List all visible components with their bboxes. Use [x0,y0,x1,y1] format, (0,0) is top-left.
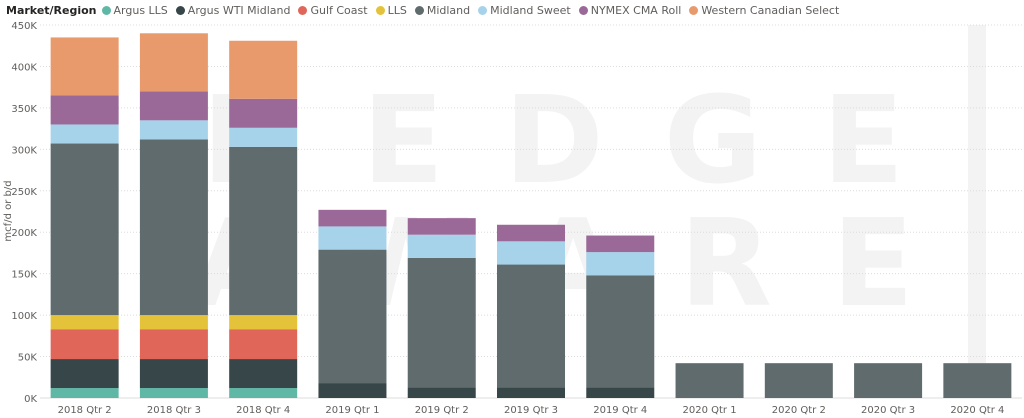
legend-item[interactable]: Midland [414,3,471,17]
bar-segment [497,387,565,398]
bar-segment [407,218,476,235]
bar-segment [229,146,298,316]
legend-label: Midland [426,3,471,17]
y-tick-label: 100K [11,311,37,322]
bar-segment [50,143,119,316]
bar-segment [764,363,833,398]
bar-segment [497,241,565,265]
watermark-text: AWARE [192,195,974,334]
legend-item[interactable]: Gulf Coast [298,3,368,17]
legend-title: Market/Region [6,3,97,17]
bar-segment [943,363,1012,398]
y-tick-label: 0K [24,394,37,405]
bar-segment [139,388,208,398]
bar-segment [139,33,208,92]
bar-segment [586,252,655,276]
bar-segment [229,127,298,147]
bar-segment [139,329,208,360]
bar-segment [407,257,476,388]
x-tick-label: 2018 Qtr 2 [58,405,112,416]
x-tick-label: 2019 Qtr 4 [593,405,647,416]
x-tick-label: 2020 Qtr 1 [683,405,737,416]
bar-segment [586,387,655,398]
legend-label: Gulf Coast [310,3,368,17]
bar-segment [229,329,298,360]
y-tick-label: 50K [18,353,38,364]
y-tick-label: 150K [11,270,37,281]
legend-swatch [175,5,185,15]
legend-item[interactable]: Argus LLS [101,3,168,17]
y-tick-label: 400K [11,62,37,73]
bar-segment [229,388,298,398]
bar-segment [139,91,208,121]
bar-segment [229,359,298,389]
bar-segment [50,315,119,330]
bar-segment [675,363,744,398]
legend: Market/Region Argus LLS Argus WTI Midland… [6,2,847,18]
y-tick-label: 350K [11,104,37,115]
x-tick-label: 2019 Qtr 3 [504,405,558,416]
bar-segment [854,363,923,398]
bar-segment [50,388,119,398]
bar-segment [318,209,387,227]
x-tick-label: 2020 Qtr 4 [950,405,1004,416]
legend-swatch [414,5,424,15]
legend-label: Midland Sweet [490,3,571,17]
x-tick-label: 2020 Qtr 2 [772,405,826,416]
bar-segment [229,40,298,99]
legend-item[interactable]: Western Canadian Select [689,4,839,17]
legend-swatch [478,5,488,15]
bar-segment [229,315,298,330]
legend-swatch [689,5,699,15]
legend-swatch [375,5,385,15]
bar-segment [229,98,298,128]
bar-segment [407,387,476,398]
bar-segment [318,226,387,250]
watermark-text: HEDGE [202,72,964,211]
legend-label: Argus WTI Midland [187,3,291,17]
legend-swatch [101,5,111,15]
legend-label: LLS [387,3,407,17]
bar-segment [139,120,208,140]
bar-segment [407,234,476,258]
legend-item[interactable]: NYMEX CMA Roll [578,3,682,17]
legend-label: NYMEX CMA Roll [590,3,682,17]
bar-segment [139,359,208,389]
bar-segment [586,235,655,253]
legend-label: Argus LLS [113,3,168,17]
bar-segment [586,275,655,388]
y-tick-label: 450K [11,21,37,32]
bar-segment [50,359,119,389]
bar-segment [50,95,119,125]
x-tick-label: 2018 Qtr 3 [147,405,201,416]
x-tick-label: 2018 Qtr 4 [236,405,290,416]
bar-segment [50,124,119,144]
bar-segment [318,249,387,384]
legend-swatch [298,5,308,15]
bar-segment [50,37,119,96]
legend-items: Argus LLS Argus WTI Midland Gulf Coast LLS M… [101,3,848,17]
y-tick-label: 300K [11,145,37,156]
y-tick-label: 200K [11,228,37,239]
x-tick-label: 2019 Qtr 2 [415,405,469,416]
legend-item[interactable]: LLS [375,3,407,17]
x-tick-label: 2020 Qtr 3 [861,405,915,416]
legend-item[interactable]: Argus WTI Midland [175,3,291,17]
y-tick-label: 250K [11,187,37,198]
y-axis-label: mcf/d or b/d [3,180,14,241]
bar-segment [139,315,208,330]
legend-item[interactable]: Midland Sweet [478,4,571,17]
bar-segment [139,139,208,316]
bar-segment [497,224,565,242]
legend-label: Western Canadian Select [701,3,840,17]
watermark-bar [968,25,986,398]
bar-segment [497,264,565,388]
bar-segment [50,329,119,360]
legend-swatch [578,5,588,15]
x-tick-label: 2019 Qtr 1 [325,405,379,416]
bar-segment [318,383,387,398]
